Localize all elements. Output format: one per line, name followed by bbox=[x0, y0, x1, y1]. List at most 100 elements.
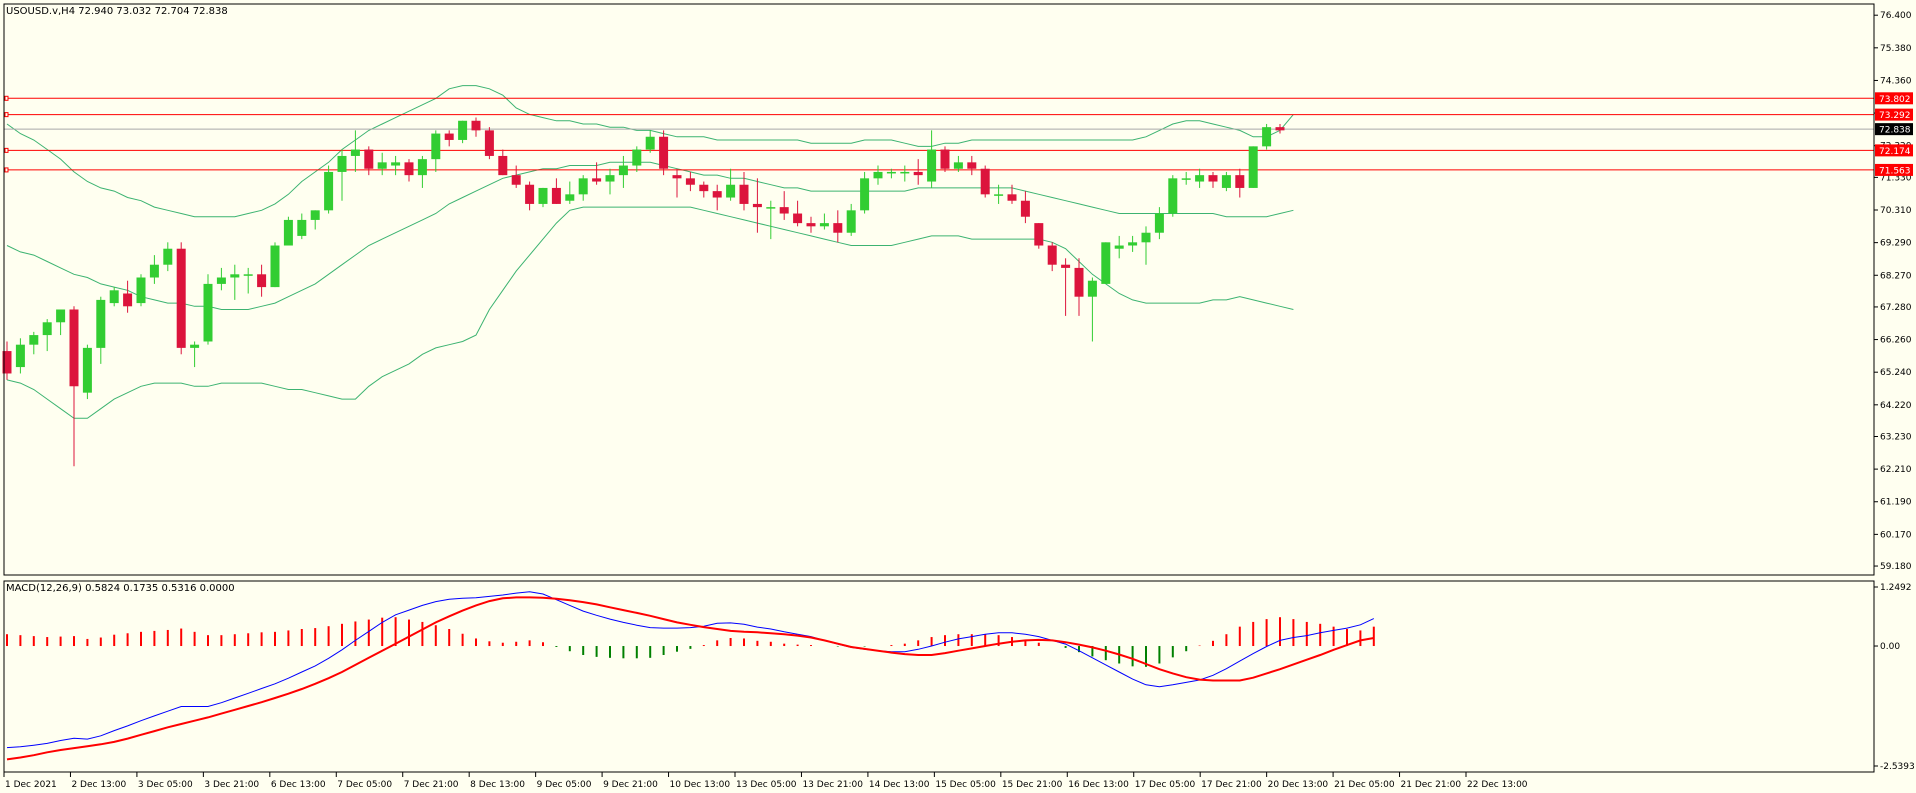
candle-body bbox=[444, 133, 454, 140]
candle-body bbox=[659, 136, 669, 169]
price-tick-label: 66.260 bbox=[1880, 336, 1912, 346]
candle-body bbox=[257, 274, 267, 288]
candle-body bbox=[886, 171, 896, 174]
candle-body bbox=[1181, 178, 1191, 180]
candle-body bbox=[96, 299, 106, 348]
price-tick-label: 60.170 bbox=[1880, 530, 1912, 540]
candle-body bbox=[42, 322, 52, 336]
macd-panel-frame bbox=[3, 580, 1875, 773]
level-price-box bbox=[1875, 144, 1913, 157]
candle-body bbox=[592, 178, 602, 182]
time-tick-label: 16 Dec 13:00 bbox=[1068, 780, 1129, 790]
time-tick-label: 21 Dec 21:00 bbox=[1401, 780, 1462, 790]
price-panel-frame bbox=[3, 3, 1875, 576]
price-tick-label: 76.400 bbox=[1880, 11, 1912, 21]
candle-body bbox=[793, 213, 803, 224]
candle-body bbox=[967, 162, 977, 169]
level-price-label: 72.174 bbox=[1879, 147, 1911, 157]
candle-body bbox=[873, 171, 883, 179]
candle-body bbox=[176, 248, 186, 348]
candle-body bbox=[900, 171, 910, 174]
candle-body bbox=[752, 203, 762, 208]
price-tick-label: 64.220 bbox=[1880, 401, 1912, 411]
candle-body bbox=[1061, 264, 1071, 268]
candle-body bbox=[1168, 178, 1178, 214]
time-tick-label: 15 Dec 05:00 bbox=[935, 780, 996, 790]
candle-body bbox=[1101, 242, 1111, 284]
time-tick-label: 9 Dec 05:00 bbox=[537, 780, 592, 790]
macd-axis: 1.2492 0.00 -2.5393 bbox=[1874, 583, 1915, 772]
candle-body bbox=[833, 223, 843, 233]
candle-body bbox=[149, 264, 159, 278]
candle-body bbox=[136, 277, 146, 304]
time-tick-label: 3 Dec 21:00 bbox=[204, 780, 259, 790]
candle-body bbox=[364, 149, 374, 169]
candle-body bbox=[726, 184, 736, 198]
time-tick-label: 13 Dec 05:00 bbox=[736, 780, 797, 790]
candle-body bbox=[1128, 242, 1138, 246]
candle-body bbox=[645, 136, 655, 150]
level-marker bbox=[4, 112, 9, 118]
candle-body bbox=[819, 223, 829, 227]
candle-body bbox=[29, 335, 39, 345]
macd-info: MACD(12,26,9) 0.5824 0.1735 0.5316 0.000… bbox=[6, 583, 235, 594]
price-tick-label: 71.330 bbox=[1880, 173, 1912, 183]
candle-body bbox=[243, 274, 253, 276]
time-tick-label: 15 Dec 21:00 bbox=[1002, 780, 1063, 790]
macd-tick-label: -2.5393 bbox=[1880, 762, 1915, 772]
candle-body bbox=[605, 175, 615, 182]
candle-body bbox=[15, 344, 25, 368]
candle-body bbox=[1047, 245, 1057, 265]
macd-panel bbox=[6, 591, 1375, 761]
candle-body bbox=[283, 219, 293, 246]
candle-body bbox=[1208, 175, 1218, 182]
candle-body bbox=[458, 120, 468, 140]
candle-body bbox=[310, 210, 320, 220]
level-price-label: 71.563 bbox=[1879, 166, 1911, 176]
time-tick-label: 3 Dec 05:00 bbox=[138, 780, 193, 790]
candle-body bbox=[1275, 127, 1285, 131]
price-tick-label: 68.270 bbox=[1880, 271, 1912, 281]
time-tick-label: 14 Dec 13:00 bbox=[869, 780, 930, 790]
candle-body bbox=[203, 283, 213, 342]
candle-body bbox=[324, 171, 334, 211]
candle-body bbox=[846, 210, 856, 233]
price-tick-label: 65.240 bbox=[1880, 368, 1912, 378]
price-tick-label: 61.190 bbox=[1880, 498, 1912, 508]
candle-body bbox=[56, 309, 66, 323]
time-tick-label: 2 Dec 13:00 bbox=[71, 780, 126, 790]
level-price-box bbox=[1875, 92, 1913, 105]
middle-band bbox=[6, 161, 1294, 310]
time-tick-label: 7 Dec 05:00 bbox=[337, 780, 392, 790]
candle-body bbox=[953, 162, 963, 169]
time-tick-label: 1 Dec 2021 bbox=[5, 780, 57, 790]
candle-body bbox=[1114, 245, 1124, 249]
candle-body bbox=[806, 223, 816, 227]
candle-body bbox=[699, 184, 709, 192]
price-axis: 76.40075.38074.36073.34072.32071.33070.3… bbox=[1874, 11, 1913, 572]
price-tick-label: 70.310 bbox=[1880, 206, 1912, 216]
level-price-box bbox=[1875, 163, 1913, 176]
candle-body bbox=[940, 149, 950, 169]
price-tick-label: 59.180 bbox=[1880, 562, 1912, 572]
current-price-box bbox=[1875, 123, 1913, 136]
price-tick-label: 69.290 bbox=[1880, 239, 1912, 249]
candle-body bbox=[994, 194, 1004, 196]
candle-body bbox=[1262, 127, 1272, 147]
level-price-label: 73.802 bbox=[1879, 95, 1911, 105]
price-tick-label: 74.360 bbox=[1880, 76, 1912, 86]
candle-body bbox=[82, 347, 92, 393]
candle-body bbox=[404, 162, 414, 176]
candle-body bbox=[297, 219, 307, 236]
candle-body bbox=[1195, 175, 1205, 182]
candle-body bbox=[525, 184, 535, 204]
candle-body bbox=[1235, 175, 1245, 188]
candle-body bbox=[1007, 194, 1017, 201]
time-tick-label: 8 Dec 13:00 bbox=[470, 780, 525, 790]
candle-body bbox=[270, 245, 280, 288]
candle-body bbox=[672, 175, 682, 179]
candle-body bbox=[1154, 213, 1164, 233]
time-tick-label: 9 Dec 21:00 bbox=[603, 780, 658, 790]
candle-body bbox=[471, 120, 481, 131]
candle-body bbox=[1074, 267, 1084, 297]
